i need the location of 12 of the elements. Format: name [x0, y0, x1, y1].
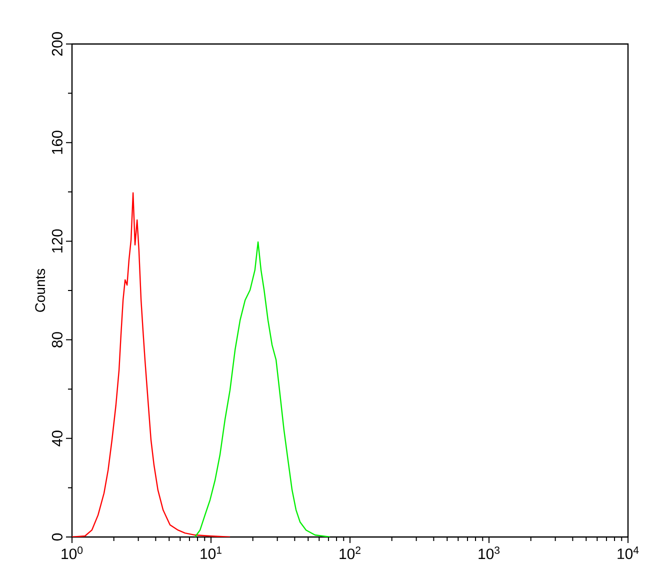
y-tick-label: 120	[52, 229, 62, 253]
y-tick-label: 0	[52, 533, 62, 541]
x-tick-label: 10$^{3}$	[478, 546, 500, 560]
y-axis-title: Counts	[35, 268, 46, 312]
x-tick-label: 10$^{0}$	[62, 546, 83, 560]
x-tick-label: 10$^{2}$	[340, 546, 360, 560]
y-tick-label: 200	[52, 32, 62, 56]
y-tick-label: 80	[52, 332, 62, 348]
y-tick-label: 40	[52, 430, 62, 446]
x-tick-label: 10$^{1}$	[200, 546, 222, 560]
y-tick-label: 160	[52, 130, 62, 154]
x-tick-label: 10$^{4}$	[618, 546, 639, 560]
